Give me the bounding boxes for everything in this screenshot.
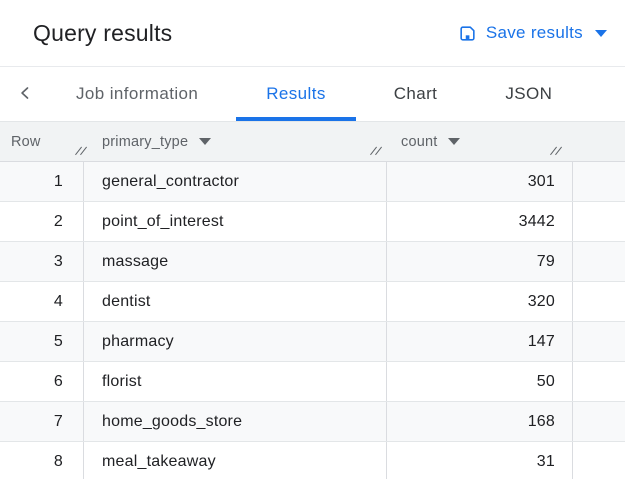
primary-type-cell: home_goods_store <box>84 402 387 441</box>
count-cell: 147 <box>387 322 573 361</box>
column-header-filler <box>573 122 625 161</box>
filler-cell <box>573 162 625 201</box>
results-tabbar: Job information Results Chart JSON <box>0 67 625 122</box>
primary-type-cell: meal_takeaway <box>84 442 387 479</box>
row-number-cell: 5 <box>0 322 84 361</box>
row-number-cell: 1 <box>0 162 84 201</box>
filler-cell <box>573 362 625 401</box>
count-cell: 3442 <box>387 202 573 241</box>
primary-type-cell: dentist <box>84 282 387 321</box>
column-label-count: count <box>401 133 438 150</box>
filler-cell <box>573 402 625 441</box>
column-header-count[interactable]: count <box>387 122 573 161</box>
tabs-scroll-left-button[interactable] <box>8 67 42 121</box>
tab-job-information[interactable]: Job information <box>46 67 228 121</box>
filler-cell <box>573 322 625 361</box>
count-cell: 168 <box>387 402 573 441</box>
table-row[interactable]: 7 home_goods_store 168 <box>0 402 625 442</box>
row-number-cell: 2 <box>0 202 84 241</box>
row-number-cell: 4 <box>0 282 84 321</box>
table-row[interactable]: 6 florist 50 <box>0 362 625 402</box>
filler-cell <box>573 202 625 241</box>
save-results-button[interactable]: Save results <box>450 17 615 49</box>
filler-cell <box>573 282 625 321</box>
table-row[interactable]: 8 meal_takeaway 31 <box>0 442 625 479</box>
column-header-row: Row <box>0 122 84 161</box>
table-row[interactable]: 1 general_contractor 301 <box>0 162 625 202</box>
caret-down-icon <box>595 29 607 37</box>
table-row[interactable]: 5 pharmacy 147 <box>0 322 625 362</box>
column-label-primary-type: primary_type <box>102 133 189 150</box>
column-label-row: Row <box>11 133 41 150</box>
row-number-cell: 3 <box>0 242 84 281</box>
count-cell: 50 <box>387 362 573 401</box>
primary-type-cell: general_contractor <box>84 162 387 201</box>
page-title: Query results <box>33 19 173 46</box>
save-results-label: Save results <box>485 23 583 42</box>
count-cell: 31 <box>387 442 573 479</box>
chevron-left-icon <box>15 83 35 106</box>
primary-type-cell: massage <box>84 242 387 281</box>
tab-json[interactable]: JSON <box>475 67 582 121</box>
primary-type-cell: pharmacy <box>84 322 387 361</box>
table-row[interactable]: 4 dentist 320 <box>0 282 625 322</box>
tab-results[interactable]: Results <box>236 67 356 121</box>
count-cell: 79 <box>387 242 573 281</box>
sort-caret-icon[interactable] <box>199 138 212 145</box>
table-row[interactable]: 2 point_of_interest 3442 <box>0 202 625 242</box>
column-header-primary-type[interactable]: primary_type <box>84 122 387 161</box>
row-number-cell: 7 <box>0 402 84 441</box>
sort-caret-icon[interactable] <box>448 138 461 145</box>
filler-cell <box>573 442 625 479</box>
table-row[interactable]: 3 massage 79 <box>0 242 625 282</box>
save-icon <box>458 24 477 43</box>
column-resize-handle-icon[interactable] <box>550 145 563 156</box>
count-cell: 320 <box>387 282 573 321</box>
primary-type-cell: point_of_interest <box>84 202 387 241</box>
results-table: Row primary_type count 1 general_contrac… <box>0 122 625 479</box>
primary-type-cell: florist <box>84 362 387 401</box>
tab-chart[interactable]: Chart <box>364 67 468 121</box>
panel-header: Query results Save results <box>0 0 625 67</box>
count-cell: 301 <box>387 162 573 201</box>
column-resize-handle-icon[interactable] <box>370 145 383 156</box>
table-header-row: Row primary_type count <box>0 122 625 162</box>
row-number-cell: 6 <box>0 362 84 401</box>
row-number-cell: 8 <box>0 442 84 479</box>
filler-cell <box>573 242 625 281</box>
